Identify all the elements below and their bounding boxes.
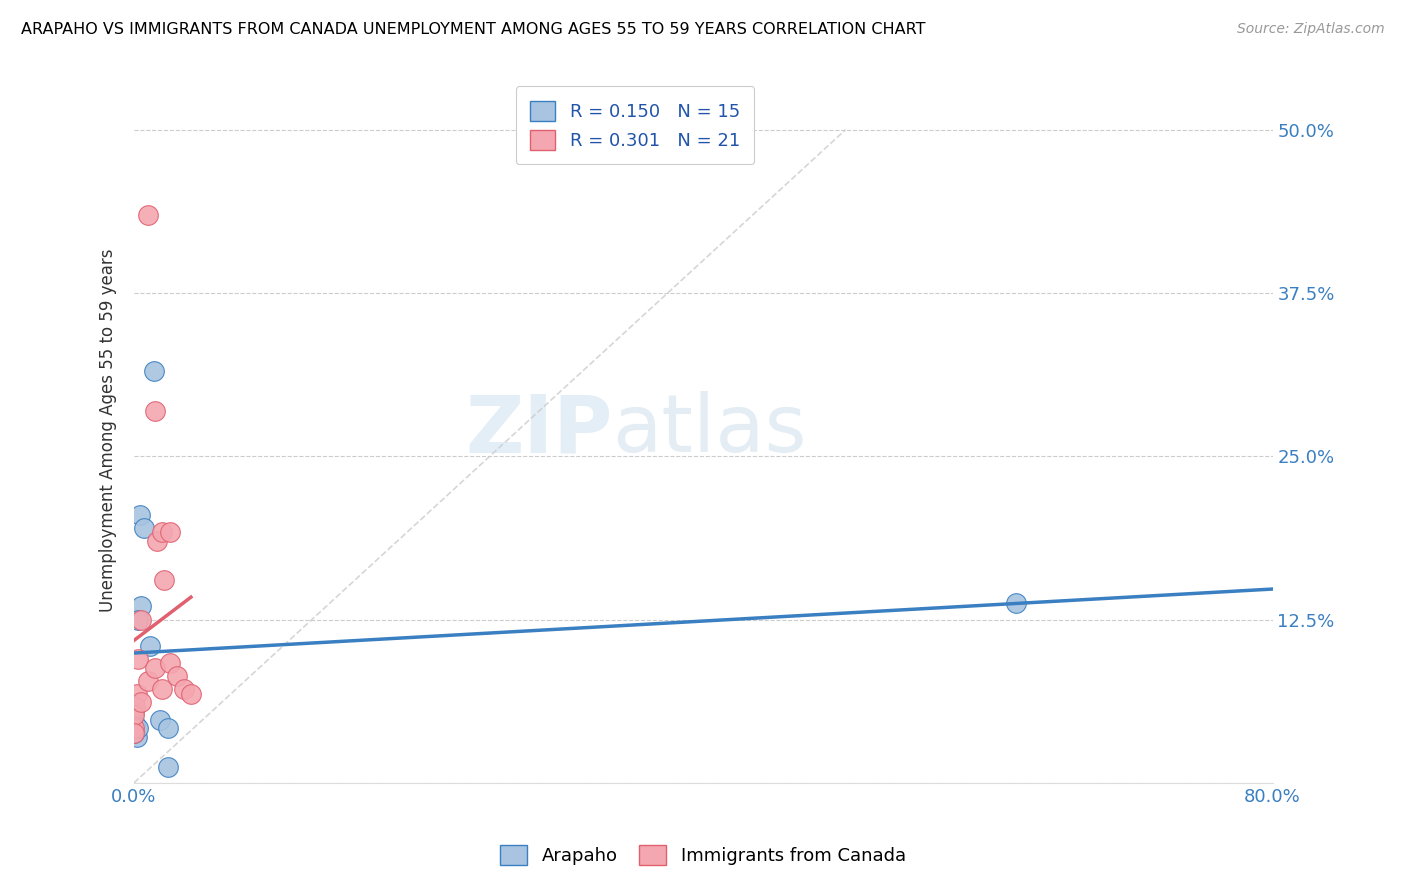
Point — [125, 730, 148, 744]
Point — [146, 534, 169, 549]
Text: atlas: atlas — [612, 391, 807, 469]
Point — [152, 524, 174, 539]
Point — [127, 613, 149, 627]
Point — [129, 613, 152, 627]
Point — [1005, 595, 1028, 609]
Point — [122, 707, 145, 722]
Point — [136, 673, 159, 688]
Point — [128, 508, 150, 522]
Point — [125, 687, 148, 701]
Point — [145, 661, 167, 675]
Point — [124, 717, 146, 731]
Legend: R = 0.150   N = 15, R = 0.301   N = 21: R = 0.150 N = 15, R = 0.301 N = 21 — [516, 87, 755, 164]
Point — [129, 695, 152, 709]
Point — [129, 599, 152, 614]
Point — [159, 656, 181, 670]
Point — [136, 208, 159, 222]
Point — [132, 521, 155, 535]
Point — [142, 364, 165, 378]
Point — [122, 721, 145, 735]
Point — [122, 726, 145, 740]
Point — [180, 687, 202, 701]
Point — [153, 574, 176, 588]
Point — [127, 651, 149, 665]
Point — [138, 639, 160, 653]
Point — [145, 403, 167, 417]
Point — [122, 704, 145, 718]
Point — [124, 700, 146, 714]
Y-axis label: Unemployment Among Ages 55 to 59 years: Unemployment Among Ages 55 to 59 years — [100, 248, 117, 612]
Text: ARAPAHO VS IMMIGRANTS FROM CANADA UNEMPLOYMENT AMONG AGES 55 TO 59 YEARS CORRELA: ARAPAHO VS IMMIGRANTS FROM CANADA UNEMPL… — [21, 22, 925, 37]
Point — [159, 524, 181, 539]
Point — [157, 760, 180, 774]
Point — [173, 681, 195, 696]
Text: ZIP: ZIP — [465, 391, 612, 469]
Point — [149, 713, 172, 727]
Point — [157, 721, 180, 735]
Point — [166, 668, 188, 682]
Legend: Arapaho, Immigrants from Canada: Arapaho, Immigrants from Canada — [491, 836, 915, 874]
Point — [122, 726, 145, 740]
Point — [152, 681, 174, 696]
Text: Source: ZipAtlas.com: Source: ZipAtlas.com — [1237, 22, 1385, 37]
Point — [127, 721, 149, 735]
